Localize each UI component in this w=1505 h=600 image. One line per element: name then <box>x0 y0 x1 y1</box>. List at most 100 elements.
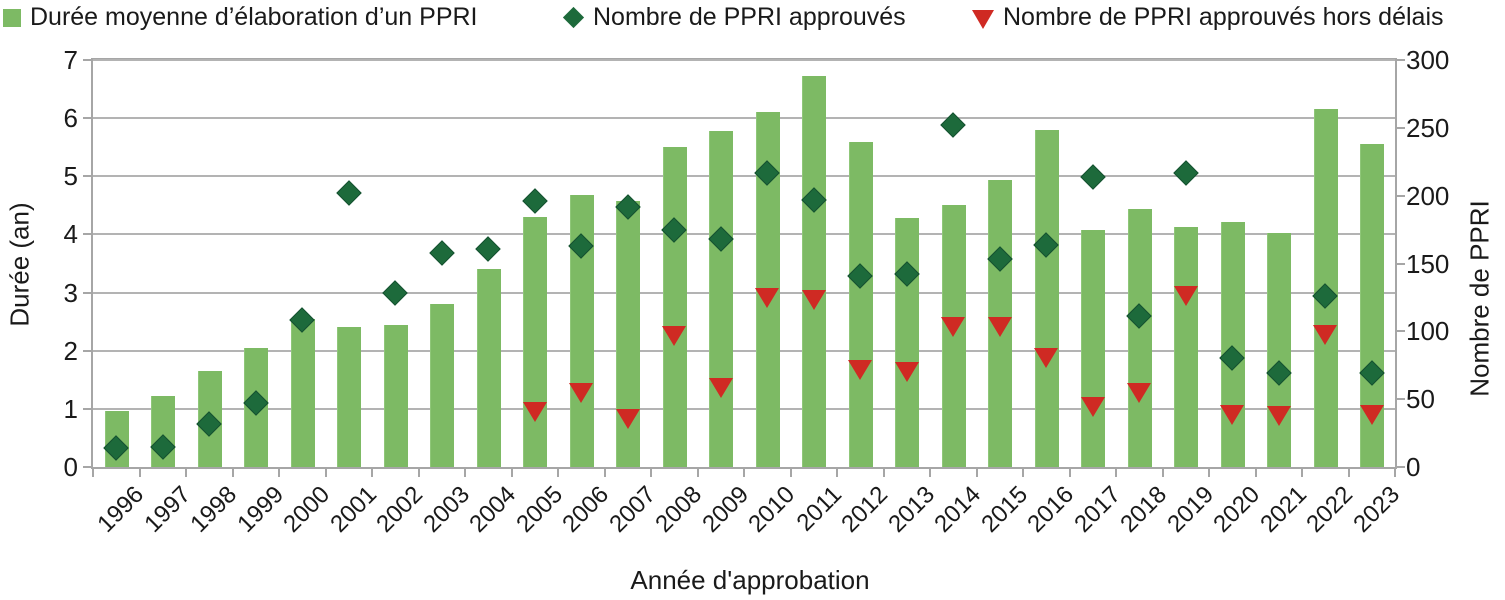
left-axis-tick-label: 6 <box>63 103 78 134</box>
x-axis-tick <box>696 469 699 477</box>
x-axis-year-label: 2011 <box>791 481 847 537</box>
left-axis-tick-label: 7 <box>63 45 78 75</box>
x-axis-year-label: 2003 <box>417 481 475 538</box>
bar-series-swatch-icon <box>3 8 21 27</box>
x-axis-tick <box>92 469 94 477</box>
x-axis-tick <box>371 469 373 477</box>
gridline <box>93 349 1395 352</box>
x-axis-year-label: 2015 <box>975 481 1033 538</box>
right-axis-tick <box>1397 59 1405 61</box>
x-axis-year-label: 2020 <box>1208 481 1266 538</box>
right-axis-tick <box>1397 330 1405 333</box>
duration-bar-2017 <box>1081 229 1106 467</box>
left-axis-tick <box>83 407 91 410</box>
gridline <box>93 59 1395 61</box>
x-axis-year-label: 1997 <box>138 481 196 538</box>
x-axis-year-label: 2004 <box>464 481 522 538</box>
duration-bar-2020 <box>1220 221 1245 467</box>
overdue-triangle-marker-2020 <box>1220 405 1245 426</box>
left-axis-tick <box>83 175 91 178</box>
legend-item-approved: Nombre de PPRI approuvés <box>562 3 906 32</box>
x-axis-tick <box>464 469 466 477</box>
x-axis-year-label: 2000 <box>278 481 336 538</box>
overdue-triangle-marker-2021 <box>1266 406 1291 427</box>
approved-diamond-marker-2001 <box>336 180 362 206</box>
x-axis-tick <box>975 469 978 477</box>
x-axis-tick <box>510 469 513 477</box>
overdue-triangle-marker-2015 <box>987 316 1012 337</box>
overdue-triangle-marker-2007 <box>615 409 640 430</box>
approved-diamond-marker-2004 <box>475 235 501 262</box>
left-axis-tick-label: 3 <box>63 277 78 308</box>
legend-item-duration: Durée moyenne d’élaboration d’un PPRI <box>3 3 478 32</box>
x-axis-tick <box>185 469 187 477</box>
overdue-triangle-marker-2014 <box>941 316 966 337</box>
overdue-triangle-marker-2018 <box>1127 383 1152 404</box>
overdue-triangle-marker-2013 <box>894 361 919 382</box>
x-axis-year-label: 2022 <box>1301 481 1359 538</box>
duration-bar-2001 <box>337 327 362 467</box>
x-axis-year-label: 2008 <box>650 481 708 538</box>
x-axis-year-label: 2019 <box>1161 481 1219 538</box>
x-axis-year-label: 2010 <box>743 481 801 538</box>
x-axis-tick <box>231 469 234 477</box>
legend-item-overdue: Nombre de PPRI approuvés hors délais <box>972 3 1444 32</box>
x-axis-tick <box>836 469 838 477</box>
overdue-triangle-marker-2005 <box>522 402 547 423</box>
x-axis-tick <box>138 469 141 477</box>
duration-bar-2003 <box>430 304 455 467</box>
right-axis-tick-label: 300 <box>1406 45 1450 75</box>
duration-bar-2019 <box>1174 227 1199 467</box>
legend-label-approved: Nombre de PPRI approuvés <box>593 3 906 31</box>
x-axis-year-label: 2013 <box>882 481 940 538</box>
x-axis-tick <box>1022 469 1024 477</box>
right-axis-tick-label: 200 <box>1406 180 1450 211</box>
left-axis-tick-label: 2 <box>63 335 78 366</box>
x-axis-year-label: 2023 <box>1347 481 1405 538</box>
x-axis-tick <box>417 469 420 477</box>
left-axis-tick-label: 5 <box>63 161 78 192</box>
legend-label-duration: Durée moyenne d’élaboration d’un PPRI <box>30 3 478 31</box>
duration-bar-2012 <box>848 141 873 467</box>
approved-diamond-marker-2003 <box>429 239 455 266</box>
plot-area <box>83 58 1405 477</box>
x-axis-year-label: 2009 <box>696 481 754 538</box>
approved-diamond-marker-2017 <box>1080 163 1106 190</box>
overdue-triangle-marker-2016 <box>1034 348 1059 369</box>
x-axis-tick <box>929 469 931 477</box>
x-axis-year-label: 2017 <box>1068 481 1126 538</box>
gridline <box>93 291 1395 294</box>
approved-diamond-marker-2005 <box>522 188 548 214</box>
left-axis-tick-label: 4 <box>63 219 78 250</box>
x-axis-tick <box>1208 469 1210 477</box>
left-axis-tick-label: 1 <box>63 393 78 424</box>
duration-bar-2009 <box>709 130 734 467</box>
x-axis-year-label: 2018 <box>1115 481 1173 538</box>
x-axis-tick <box>789 469 792 477</box>
right-axis-tick-label: 250 <box>1406 112 1450 143</box>
right-axis-tick <box>1397 398 1405 401</box>
left-axis-tick <box>83 117 91 120</box>
x-axis-tick <box>1115 469 1117 477</box>
right-axis-tick <box>1397 126 1405 129</box>
overdue-triangle-marker-2017 <box>1080 396 1105 417</box>
x-axis-title: Année d'approbation <box>630 565 870 595</box>
approved-diamond-marker-2002 <box>382 280 408 307</box>
duration-bar-2005 <box>523 216 548 467</box>
x-axis-year-label: 2006 <box>557 481 615 538</box>
duration-bar-2013 <box>895 218 920 467</box>
overdue-triangle-marker-2009 <box>708 377 733 398</box>
x-axis-year-label: 2021 <box>1254 481 1312 538</box>
x-axis-year-label: 2016 <box>1022 481 1080 538</box>
duration-bar-2021 <box>1267 232 1292 467</box>
duration-bar-2018 <box>1127 209 1152 467</box>
right-axis-tick <box>1397 262 1405 265</box>
x-axis-tick <box>1068 469 1071 477</box>
gridline <box>93 407 1395 410</box>
x-axis-tick <box>557 469 559 477</box>
x-axis-tick <box>324 469 327 477</box>
x-axis-tick <box>1301 469 1303 477</box>
duration-bar-2011 <box>802 76 827 467</box>
x-axis-year-label: 2014 <box>929 481 987 538</box>
x-axis-tick <box>1394 469 1396 477</box>
